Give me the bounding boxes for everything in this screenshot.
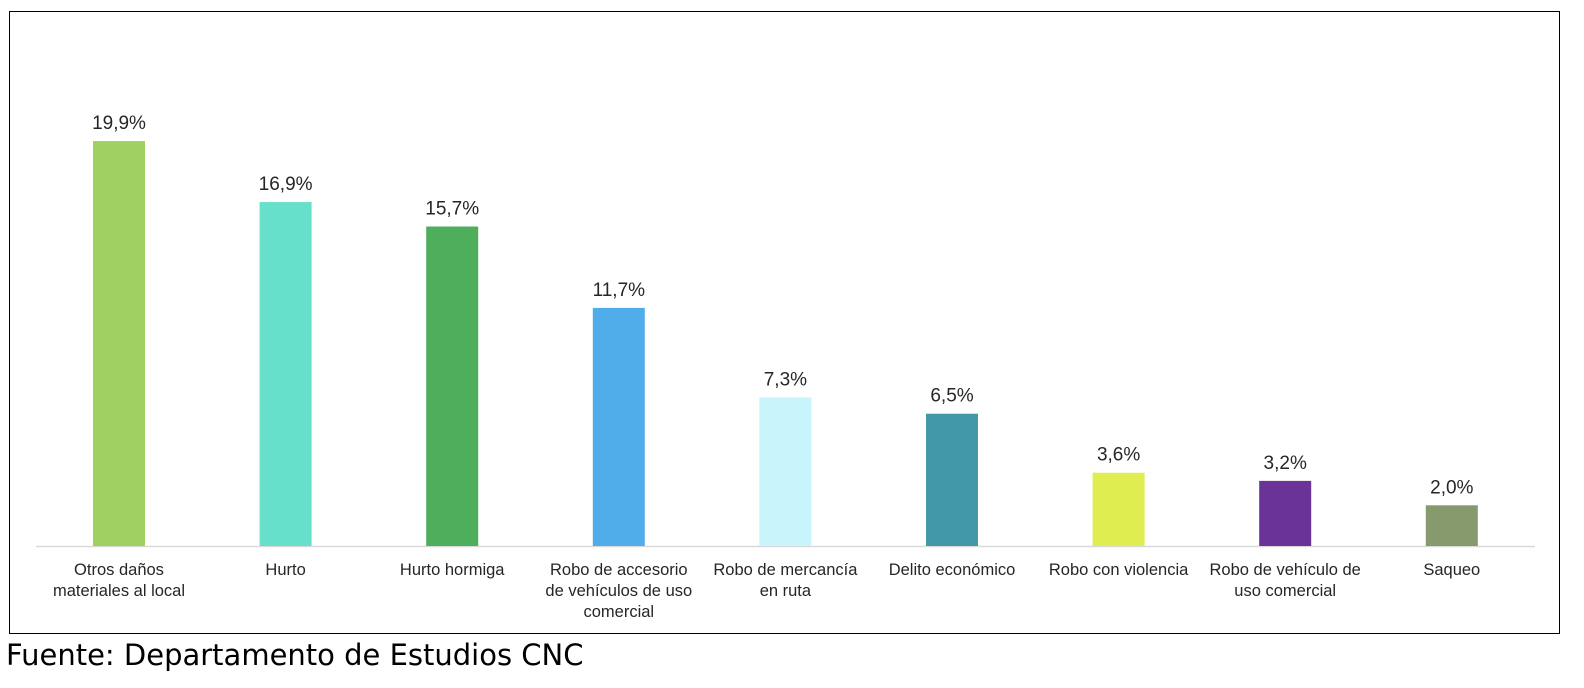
data-label: 3,6% (1097, 445, 1140, 466)
category-label: Hurto hormiga (400, 561, 505, 579)
category-label-line: en ruta (760, 582, 812, 600)
data-label: 2,0% (1430, 477, 1473, 498)
category-label-line: de vehículos de uso (545, 582, 692, 600)
bar (93, 141, 145, 546)
category-label-line: Robo con violencia (1049, 561, 1189, 579)
bar (1259, 480, 1312, 546)
category-label-line: materiales al local (53, 582, 185, 600)
category-label: Saqueo (1423, 561, 1480, 579)
category-label: Otros daños materiales al local (53, 561, 185, 600)
source-note: Fuente: Departamento de Estudios CNC (6, 638, 584, 672)
bar-chart: 19,9% Otros daños materiales al local 16,9%… (36, 113, 1535, 621)
category-label-line: Otros daños (74, 561, 164, 579)
data-label: 3,2% (1264, 453, 1307, 474)
bar (426, 226, 479, 546)
category-label: Robo de mercancía en ruta (713, 561, 858, 600)
bar (259, 202, 312, 546)
category-label: Robo de accesorio de vehículos de uso come… (545, 561, 692, 621)
category-label: Delito económico (889, 561, 1016, 579)
bar (926, 413, 978, 546)
data-label: 19,9% (92, 113, 146, 134)
bar (592, 307, 645, 546)
bar (1425, 505, 1478, 546)
category-label-line: Hurto hormiga (400, 561, 505, 579)
category-label-line: Robo de vehículo de (1210, 561, 1361, 579)
category-label-line: Robo de accesorio (550, 561, 688, 579)
data-label: 15,7% (425, 199, 479, 220)
category-label-line: comercial (583, 603, 654, 621)
category-label-line: Saqueo (1423, 561, 1480, 579)
category-label: Robo con violencia (1049, 561, 1189, 579)
category-label-line: uso comercial (1234, 582, 1336, 600)
data-label: 7,3% (764, 369, 807, 390)
category-label: Robo de vehículo de uso comercial (1210, 561, 1361, 600)
category-label-line: Robo de mercancía (713, 561, 858, 579)
data-label: 11,7% (593, 280, 646, 301)
bar (759, 397, 812, 546)
category-label-line: Hurto (265, 561, 305, 579)
data-label: 16,9% (259, 174, 313, 195)
category-label: Hurto (265, 561, 305, 579)
data-label: 6,5% (930, 386, 973, 407)
category-label-line: Delito económico (889, 561, 1016, 579)
bar (1092, 472, 1145, 546)
